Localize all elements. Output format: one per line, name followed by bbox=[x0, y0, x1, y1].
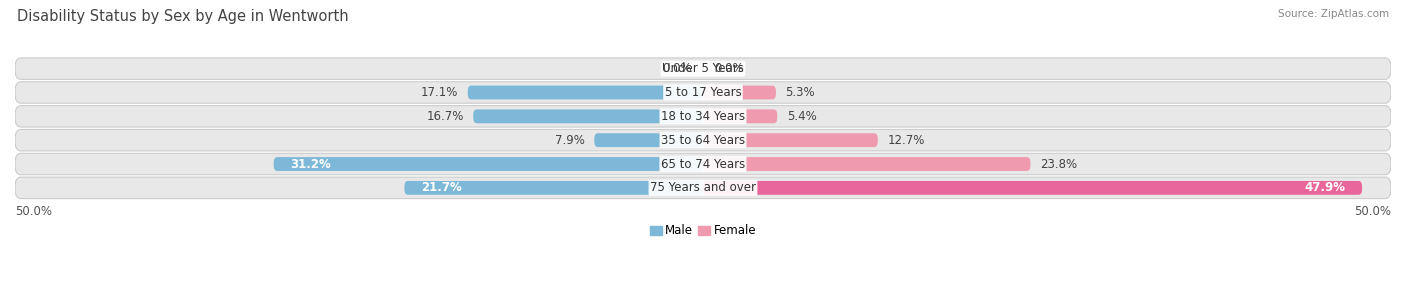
FancyBboxPatch shape bbox=[468, 86, 703, 99]
Text: 5.4%: 5.4% bbox=[787, 110, 817, 123]
FancyBboxPatch shape bbox=[703, 157, 1031, 171]
Text: 35 to 64 Years: 35 to 64 Years bbox=[661, 134, 745, 147]
Text: 47.9%: 47.9% bbox=[1305, 181, 1346, 194]
FancyBboxPatch shape bbox=[15, 82, 1391, 103]
FancyBboxPatch shape bbox=[703, 86, 776, 99]
Text: 23.8%: 23.8% bbox=[1040, 157, 1077, 171]
FancyBboxPatch shape bbox=[15, 130, 1391, 151]
FancyBboxPatch shape bbox=[405, 181, 703, 195]
Text: 16.7%: 16.7% bbox=[426, 110, 464, 123]
Text: 12.7%: 12.7% bbox=[887, 134, 925, 147]
Text: 0.0%: 0.0% bbox=[714, 62, 744, 75]
FancyBboxPatch shape bbox=[274, 157, 703, 171]
Text: 31.2%: 31.2% bbox=[290, 157, 330, 171]
Text: 7.9%: 7.9% bbox=[555, 134, 585, 147]
FancyBboxPatch shape bbox=[15, 105, 1391, 127]
Text: Source: ZipAtlas.com: Source: ZipAtlas.com bbox=[1278, 9, 1389, 19]
FancyBboxPatch shape bbox=[703, 109, 778, 123]
FancyBboxPatch shape bbox=[703, 181, 1362, 195]
Text: Disability Status by Sex by Age in Wentworth: Disability Status by Sex by Age in Wentw… bbox=[17, 9, 349, 24]
Text: 17.1%: 17.1% bbox=[420, 86, 458, 99]
FancyBboxPatch shape bbox=[703, 133, 877, 147]
Legend: Male, Female: Male, Female bbox=[645, 220, 761, 242]
Text: 50.0%: 50.0% bbox=[1354, 205, 1391, 218]
FancyBboxPatch shape bbox=[474, 109, 703, 123]
FancyBboxPatch shape bbox=[15, 177, 1391, 199]
Text: 18 to 34 Years: 18 to 34 Years bbox=[661, 110, 745, 123]
Text: 0.0%: 0.0% bbox=[662, 62, 692, 75]
Text: 65 to 74 Years: 65 to 74 Years bbox=[661, 157, 745, 171]
FancyBboxPatch shape bbox=[15, 58, 1391, 79]
Text: 5.3%: 5.3% bbox=[786, 86, 815, 99]
Text: 21.7%: 21.7% bbox=[420, 181, 461, 194]
Text: 75 Years and over: 75 Years and over bbox=[650, 181, 756, 194]
Text: 5 to 17 Years: 5 to 17 Years bbox=[665, 86, 741, 99]
Text: Under 5 Years: Under 5 Years bbox=[662, 62, 744, 75]
FancyBboxPatch shape bbox=[595, 133, 703, 147]
FancyBboxPatch shape bbox=[15, 153, 1391, 175]
Text: 50.0%: 50.0% bbox=[15, 205, 52, 218]
